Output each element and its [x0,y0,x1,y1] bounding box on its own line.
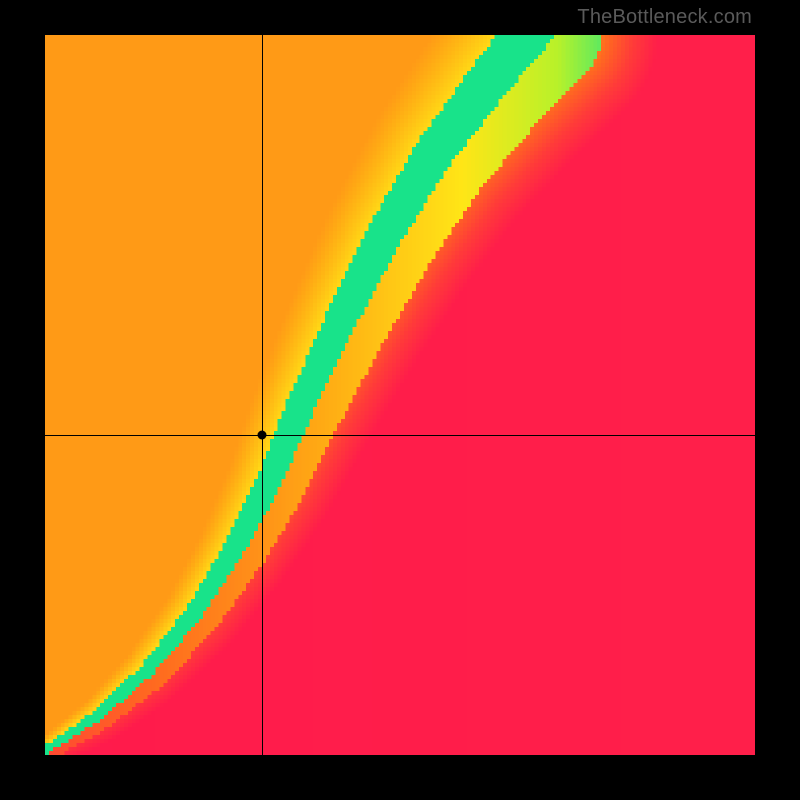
watermark-text: TheBottleneck.com [577,6,752,29]
crosshair-vertical [262,35,263,755]
crosshair-horizontal [45,435,755,436]
heatmap-canvas [45,35,755,755]
heatmap-plot [45,35,755,755]
crosshair-dot [257,430,266,439]
